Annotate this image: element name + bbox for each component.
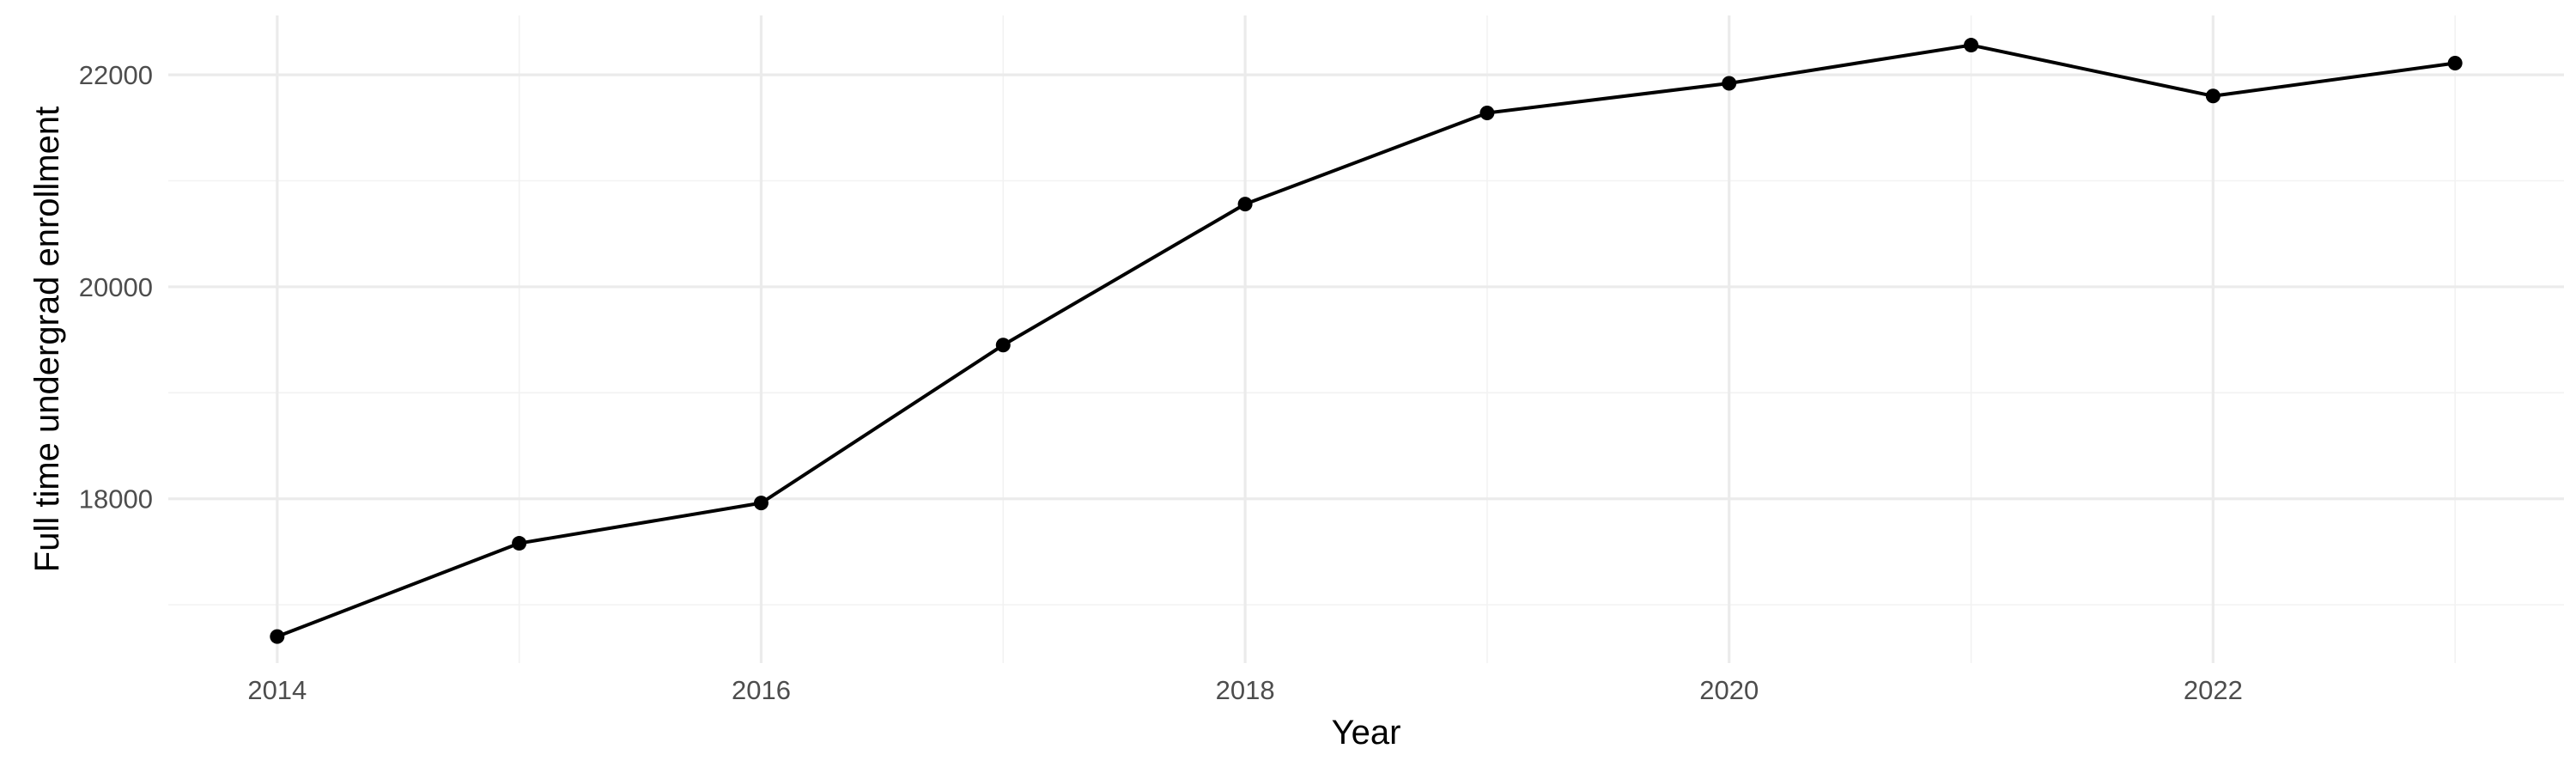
- x-axis-title: Year: [1332, 714, 1401, 752]
- data-point: [2205, 88, 2221, 104]
- y-tick-label: 20000: [79, 272, 153, 302]
- data-points: [270, 38, 2463, 644]
- data-point: [1722, 76, 1737, 91]
- data-point: [753, 496, 769, 511]
- gridlines: [168, 15, 2564, 663]
- x-tick-label: 2016: [732, 675, 791, 705]
- data-point: [1479, 106, 1495, 121]
- x-tick-label: 2014: [247, 675, 307, 705]
- x-tick-label: 2020: [1699, 675, 1759, 705]
- y-tick-label: 18000: [79, 484, 153, 514]
- data-point: [270, 629, 285, 644]
- x-axis-ticks: 2014 2016 2018 2020 2022: [247, 675, 2243, 705]
- data-point: [1237, 197, 1253, 212]
- y-tick-label: 22000: [79, 60, 153, 90]
- y-axis-title: Full time undergrad enrollment: [28, 107, 66, 572]
- data-point: [512, 536, 527, 551]
- series-line-group: [275, 43, 2458, 639]
- x-tick-label: 2022: [2184, 675, 2243, 705]
- data-point: [1964, 38, 1979, 53]
- data-point: [2447, 56, 2463, 71]
- data-point: [995, 338, 1011, 353]
- series-line: [275, 43, 2458, 639]
- x-tick-label: 2018: [1216, 675, 1275, 705]
- y-axis-ticks: 18000 20000 22000: [79, 60, 153, 514]
